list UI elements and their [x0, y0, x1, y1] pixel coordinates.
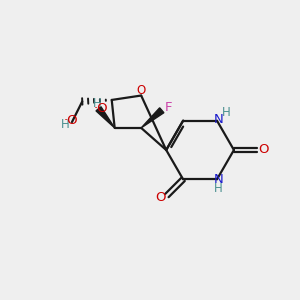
- Text: O: O: [136, 84, 146, 97]
- Polygon shape: [96, 107, 115, 128]
- Polygon shape: [141, 108, 164, 128]
- Text: H: H: [222, 106, 231, 119]
- Text: N: N: [214, 113, 223, 126]
- Text: N: N: [214, 173, 223, 186]
- Text: ·O: ·O: [94, 102, 109, 115]
- Text: H: H: [93, 97, 101, 110]
- Text: O: O: [155, 191, 166, 204]
- Text: H: H: [214, 182, 223, 195]
- Text: ·O: ·O: [64, 114, 78, 127]
- Text: H: H: [61, 118, 70, 131]
- Text: F: F: [164, 101, 172, 114]
- Text: O: O: [259, 143, 269, 157]
